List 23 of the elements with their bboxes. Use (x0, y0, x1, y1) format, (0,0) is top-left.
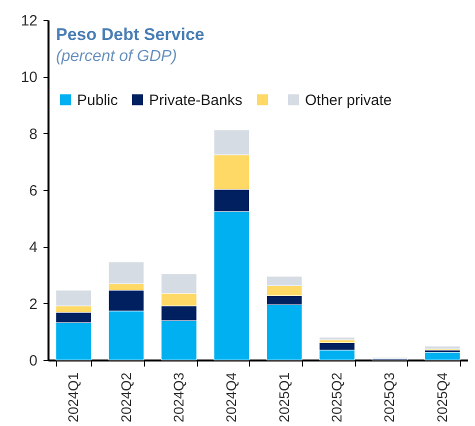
bar (424, 352, 460, 360)
x-tick-label: 2024Q1 (65, 372, 82, 422)
y-tick-label: 10 (20, 69, 38, 86)
legend-label: Other private (305, 92, 392, 109)
x-tick-label: 2024Q2 (118, 372, 134, 422)
y-tick-label: 12 (20, 12, 38, 30)
bar (319, 337, 355, 340)
y-tick-label: 0 (29, 352, 38, 370)
x-tick-label: 2025Q4 (434, 372, 450, 422)
x-tick-label: 2025Q2 (328, 372, 345, 422)
x-tick-label: 2025Q3 (381, 372, 398, 422)
bar (424, 346, 460, 350)
y-tick-label: 8 (29, 126, 38, 143)
y-tick-label: 2 (29, 296, 38, 313)
chart-title: Peso Debt Service (56, 25, 204, 44)
y-tick-label: 4 (29, 239, 38, 256)
legend-label: Public (77, 92, 118, 109)
x-tick-label: 2025Q1 (276, 372, 292, 422)
legend-label: Private-Banks (149, 92, 242, 109)
text: (percent of GDP) (56, 48, 177, 65)
x-tick-label: 2024Q4 (223, 372, 240, 422)
x-tick-label: 2024Q3 (170, 372, 186, 422)
y-tick-label: 6 (29, 182, 38, 200)
